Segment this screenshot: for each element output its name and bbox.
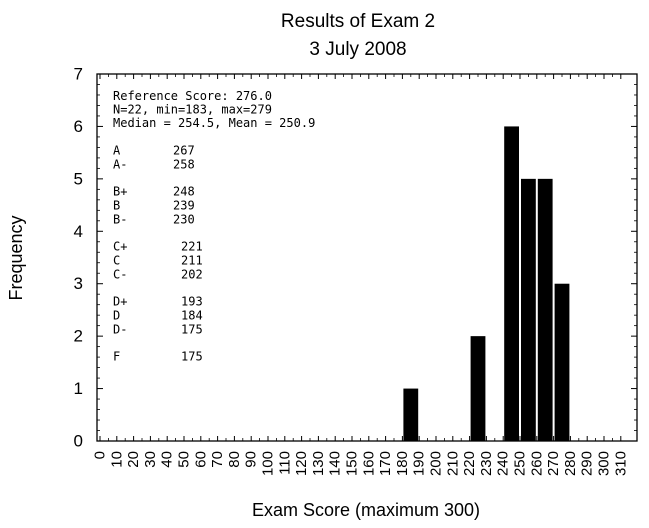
- bar-180: [403, 388, 419, 441]
- grade-cutoff: 175: [181, 323, 203, 337]
- x-tick-label-40: 40: [159, 451, 176, 468]
- x-tick-label-20: 20: [125, 451, 142, 468]
- x-tick-label-240: 240: [495, 451, 512, 476]
- x-tick-label-210: 210: [444, 451, 461, 476]
- grade-label: C+: [113, 240, 127, 254]
- grade-cutoff: 211: [181, 254, 203, 268]
- x-tick-label-100: 100: [260, 451, 277, 476]
- grade-cutoff: 175: [181, 350, 203, 364]
- grade-label: F: [113, 350, 120, 364]
- plot-frame: [96, 73, 638, 442]
- summary-line-1: N=22, min=183, max=279: [113, 103, 272, 117]
- grade-cutoff: 193: [181, 295, 203, 309]
- bar-240: [504, 126, 519, 441]
- grade-cutoff: 221: [181, 240, 203, 254]
- y-tick-label-1: 1: [74, 379, 83, 398]
- x-tick-label-30: 30: [142, 451, 159, 468]
- x-tick-label-120: 120: [293, 451, 310, 476]
- x-tick-label-200: 200: [428, 451, 445, 476]
- x-tick-label-220: 220: [461, 451, 478, 476]
- x-tick-label-60: 60: [192, 451, 209, 468]
- x-tick-label-290: 290: [579, 451, 596, 476]
- x-axis-label: Exam Score (maximum 300): [252, 500, 480, 520]
- bar-260: [537, 178, 553, 441]
- grade-label: D-: [113, 323, 127, 337]
- x-tick-label-190: 190: [411, 451, 428, 476]
- x-tick-label-70: 70: [209, 451, 226, 468]
- grade-label: C: [113, 254, 120, 268]
- y-tick-label-5: 5: [74, 169, 83, 188]
- x-tick-label-140: 140: [327, 451, 344, 476]
- grade-cutoff: 202: [181, 268, 203, 282]
- grade-label: B-: [113, 213, 127, 227]
- x-tick-label-300: 300: [596, 451, 613, 476]
- x-tick-label-130: 130: [310, 451, 327, 476]
- x-tick-label-110: 110: [276, 451, 293, 475]
- y-axis-label: Frequency: [6, 215, 26, 300]
- summary-line-0: Reference Score: 276.0: [113, 89, 272, 103]
- x-tick-label-180: 180: [394, 451, 411, 476]
- grade-label: A: [113, 144, 121, 158]
- x-tick-label-10: 10: [108, 451, 125, 468]
- x-tick-label-250: 250: [512, 451, 529, 476]
- grade-cutoff: 239: [173, 199, 195, 213]
- y-tick-label-3: 3: [74, 274, 83, 293]
- summary-line-2: Median = 254.5, Mean = 250.9: [113, 116, 315, 130]
- chart-subtitle: 3 July 2008: [309, 39, 406, 60]
- bar-220: [470, 336, 486, 441]
- x-tick-label-50: 50: [176, 451, 193, 468]
- grade-label: B+: [113, 185, 127, 199]
- x-tick-label-90: 90: [243, 451, 260, 468]
- grade-cutoff: 248: [173, 185, 195, 199]
- grade-cutoff: 184: [181, 309, 203, 323]
- grade-cutoff: 230: [173, 213, 195, 227]
- bar-270: [554, 283, 570, 441]
- plot-area: 0 10 20 30 40 50 60 70 80 90 100 110 120 130 140 150 160…: [74, 65, 638, 476]
- x-tick-label-230: 230: [478, 451, 495, 476]
- x-tick-label-150: 150: [344, 451, 361, 476]
- x-tick-label-80: 80: [226, 451, 243, 468]
- grade-label: D+: [113, 295, 127, 309]
- x-tick-label-280: 280: [562, 451, 579, 476]
- grade-cutoff: 258: [173, 158, 195, 172]
- chart-title: Results of Exam 2: [281, 11, 435, 32]
- x-tick-label-0: 0: [92, 451, 109, 459]
- y-tick-label-7: 7: [74, 65, 83, 84]
- x-tick-label-310: 310: [612, 451, 629, 476]
- x-tick-label-260: 260: [528, 451, 545, 476]
- y-tick-label-6: 6: [74, 117, 83, 136]
- x-tick-label-160: 160: [360, 451, 377, 476]
- grade-label: C-: [113, 268, 127, 282]
- x-tick-label-170: 170: [377, 451, 394, 476]
- y-tick-label-2: 2: [74, 327, 83, 346]
- x-tick-label-270: 270: [545, 451, 562, 476]
- y-tick-label-4: 4: [74, 222, 83, 241]
- grade-label: B: [113, 199, 120, 213]
- y-tick-label-0: 0: [74, 432, 83, 451]
- grade-cutoff: 267: [173, 144, 195, 158]
- grade-label: D: [113, 309, 120, 323]
- grade-label: A-: [113, 158, 127, 172]
- bar-250: [521, 178, 536, 441]
